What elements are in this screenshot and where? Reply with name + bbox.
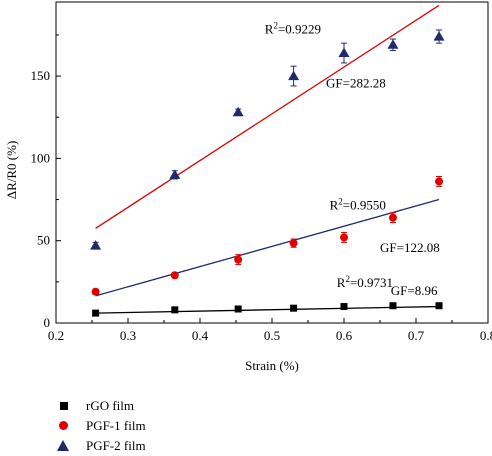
gauge-factor-annotation: GF=8.96 (391, 283, 438, 298)
y-tick-label: 100 (31, 150, 51, 165)
data-point-circle (340, 233, 348, 241)
x-tick-label: 0.4 (192, 328, 209, 343)
data-point-circle (92, 288, 100, 296)
fit-line (96, 5, 439, 228)
triangle-marker-icon (56, 439, 74, 453)
plot-area: 0.20.30.40.50.60.70.8050100150R2=0.9731G… (31, 2, 492, 343)
data-point-square (341, 303, 348, 310)
x-tick-label: 0.6 (336, 328, 353, 343)
x-tick-label: 0.7 (408, 328, 425, 343)
data-point-triangle (288, 71, 299, 81)
legend-label: PGF-2 film (86, 438, 146, 454)
plot-frame (56, 2, 488, 323)
y-tick-label: 150 (31, 68, 51, 83)
data-point-square (389, 302, 396, 309)
data-point-square (171, 306, 178, 313)
y-tick-label: 50 (37, 233, 50, 248)
gauge-factor-annotation: GF=122.08 (380, 240, 440, 255)
data-point-circle (234, 256, 242, 264)
data-point-triangle (387, 39, 398, 49)
legend-item-rgo: rGO film (56, 396, 146, 416)
x-axis-label: Strain (%) (245, 358, 299, 373)
legend: rGO film PGF-1 film PGF-2 film (56, 396, 146, 456)
data-point-triangle (434, 31, 445, 40)
legend-item-pgf1: PGF-1 film (56, 416, 146, 436)
legend-label: rGO film (86, 398, 134, 414)
data-point-circle (389, 214, 397, 222)
x-tick-label: 0.5 (264, 328, 280, 343)
chart: 0.20.30.40.50.60.70.8050100150R2=0.9731G… (0, 0, 492, 396)
data-point-triangle (90, 240, 101, 250)
data-point-square (235, 306, 242, 313)
data-point-square (290, 305, 297, 312)
fit-line (96, 307, 439, 314)
data-point-circle (290, 239, 298, 247)
data-point-circle (435, 177, 443, 185)
r-squared-annotation: R2=0.9550 (330, 196, 386, 212)
r-squared-annotation: R2=0.9731 (337, 274, 393, 290)
data-point-circle (171, 271, 179, 279)
square-marker-icon (56, 399, 74, 413)
y-tick-label: 0 (44, 315, 51, 330)
circle-marker-icon (56, 419, 74, 433)
data-point-square (436, 302, 443, 309)
data-point-square (92, 310, 99, 317)
x-tick-label: 0.8 (480, 328, 492, 343)
gauge-factor-annotation: GF=282.28 (326, 76, 386, 91)
x-tick-label: 0.3 (120, 328, 136, 343)
legend-label: PGF-1 film (86, 418, 146, 434)
r-squared-annotation: R2=0.9229 (265, 20, 321, 36)
y-axis-label: ΔR/R0 (%) (4, 141, 19, 200)
data-point-triangle (233, 107, 244, 117)
legend-item-pgf2: PGF-2 film (56, 436, 146, 456)
data-point-triangle (339, 48, 350, 58)
x-tick-label: 0.2 (48, 328, 64, 343)
